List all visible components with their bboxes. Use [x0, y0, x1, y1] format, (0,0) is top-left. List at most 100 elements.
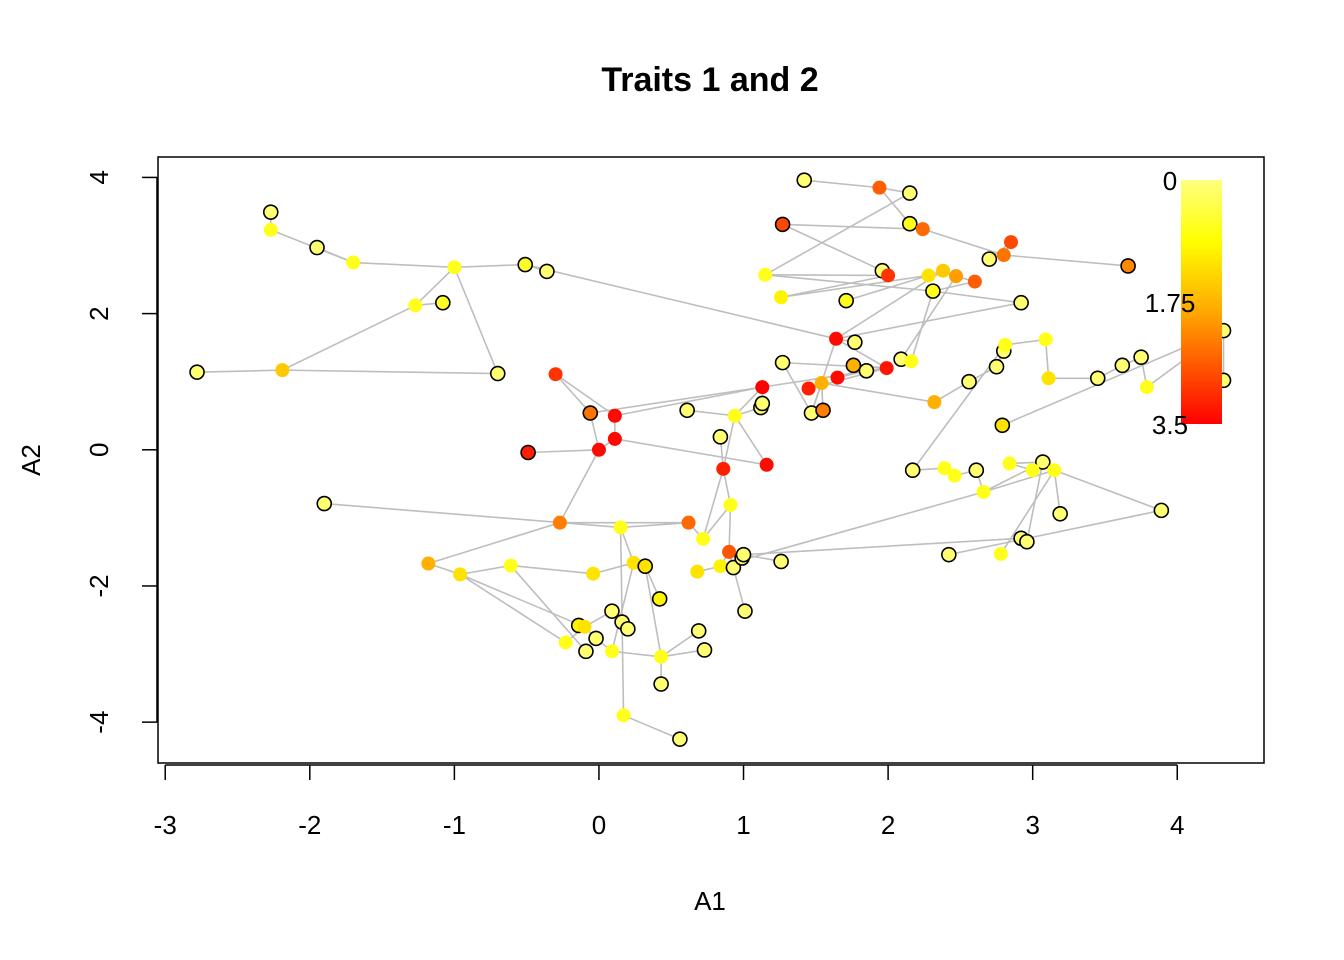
x-tick-label: -2 — [298, 810, 321, 840]
tree-edge — [782, 223, 923, 230]
tree-edge — [1000, 469, 1056, 555]
tree-edge — [821, 382, 935, 403]
node-point — [690, 564, 705, 579]
node-point — [696, 531, 711, 546]
tip-point — [858, 363, 875, 379]
tree-edge — [734, 415, 768, 466]
node-point — [453, 567, 468, 582]
node-point — [927, 395, 942, 410]
tip-point — [262, 204, 279, 220]
tree-edge — [720, 491, 984, 567]
tree-edge — [900, 275, 957, 360]
tree-edge — [611, 562, 635, 652]
tree-edge — [782, 223, 883, 272]
tip-point — [435, 294, 451, 311]
tip-point — [725, 559, 742, 576]
y-tick-label: 0 — [84, 443, 114, 457]
x-tick-label: 1 — [736, 810, 750, 840]
tip-point — [1013, 294, 1029, 311]
tip-point — [620, 621, 636, 637]
tip-point — [1153, 502, 1170, 519]
node-point — [1025, 463, 1040, 478]
tree-edge — [353, 261, 455, 269]
node-point — [716, 461, 731, 476]
legend-label: 3.5 — [1152, 410, 1188, 440]
x-tick-label: 0 — [592, 810, 606, 840]
x-axis: -3 -2 -1 0 1 2 3 4 — [154, 764, 1184, 840]
tip-point — [189, 364, 205, 380]
tree-edge — [948, 509, 1162, 556]
node-point — [998, 337, 1013, 352]
y-axis: -4 -2 0 2 4 — [84, 170, 158, 734]
tip-point — [582, 405, 599, 421]
tree-edge — [428, 521, 561, 565]
tip-point — [604, 603, 620, 619]
tip-point — [316, 495, 333, 512]
node-point — [993, 546, 1008, 561]
x-tick-label: 3 — [1025, 810, 1039, 840]
tree-edge — [781, 274, 929, 299]
tree-edge — [804, 179, 880, 189]
node-point — [681, 515, 696, 530]
y-tick-label: 2 — [84, 306, 114, 320]
tree-edge — [1003, 254, 1129, 267]
tip-point — [696, 642, 713, 658]
node-point — [921, 268, 936, 283]
tip-point — [994, 417, 1011, 434]
node-point — [723, 497, 738, 512]
tip-point — [901, 185, 918, 201]
y-tick-label: 4 — [84, 170, 114, 184]
tip-point — [961, 373, 977, 390]
tree-edge — [510, 564, 594, 575]
tree-edge — [454, 263, 526, 269]
x-tick-label: 2 — [881, 810, 895, 840]
tree-edge — [554, 373, 591, 414]
tip-point — [1035, 454, 1051, 470]
node-point — [421, 556, 436, 571]
tree-edge — [810, 338, 837, 414]
tree-edge — [414, 266, 455, 307]
node-point — [774, 290, 789, 305]
node-point — [552, 515, 567, 530]
node-point — [1003, 235, 1018, 250]
legend-color-bar — [1181, 180, 1222, 424]
tip-point — [309, 239, 325, 256]
tree-edge — [623, 714, 681, 740]
tree-edge — [611, 650, 662, 658]
node-point — [654, 649, 669, 664]
tree-edge — [687, 409, 735, 417]
tree-edge — [765, 273, 889, 277]
node-point — [722, 544, 737, 559]
tip-point — [653, 676, 669, 692]
node-point — [548, 367, 563, 382]
node-point — [607, 408, 622, 423]
node-point — [613, 520, 628, 535]
tree-edge — [590, 386, 763, 414]
tip-point — [588, 630, 604, 647]
tree-edge — [453, 267, 499, 374]
tip-point — [1120, 258, 1136, 274]
node-point — [879, 361, 894, 376]
tree-edge — [702, 468, 725, 540]
node-point — [829, 331, 844, 346]
tip-point — [690, 623, 707, 639]
node-point — [591, 442, 606, 457]
tip-point — [672, 731, 688, 747]
node-point — [1047, 463, 1062, 478]
node-point — [755, 380, 770, 395]
node-point — [830, 370, 845, 385]
tree-edge — [835, 301, 1022, 340]
tree-edge — [644, 566, 662, 657]
tree-edge — [1054, 469, 1162, 512]
node-point — [1041, 371, 1056, 386]
node-point — [727, 408, 742, 423]
tip-point — [1052, 505, 1068, 522]
tree-edge — [614, 438, 767, 466]
tree-edge — [764, 192, 911, 276]
tree-edge — [525, 263, 837, 340]
node-point — [263, 222, 278, 237]
tree-edge — [983, 469, 1055, 493]
tree-edge — [835, 270, 944, 340]
legend-label: 1.75 — [1145, 288, 1196, 318]
